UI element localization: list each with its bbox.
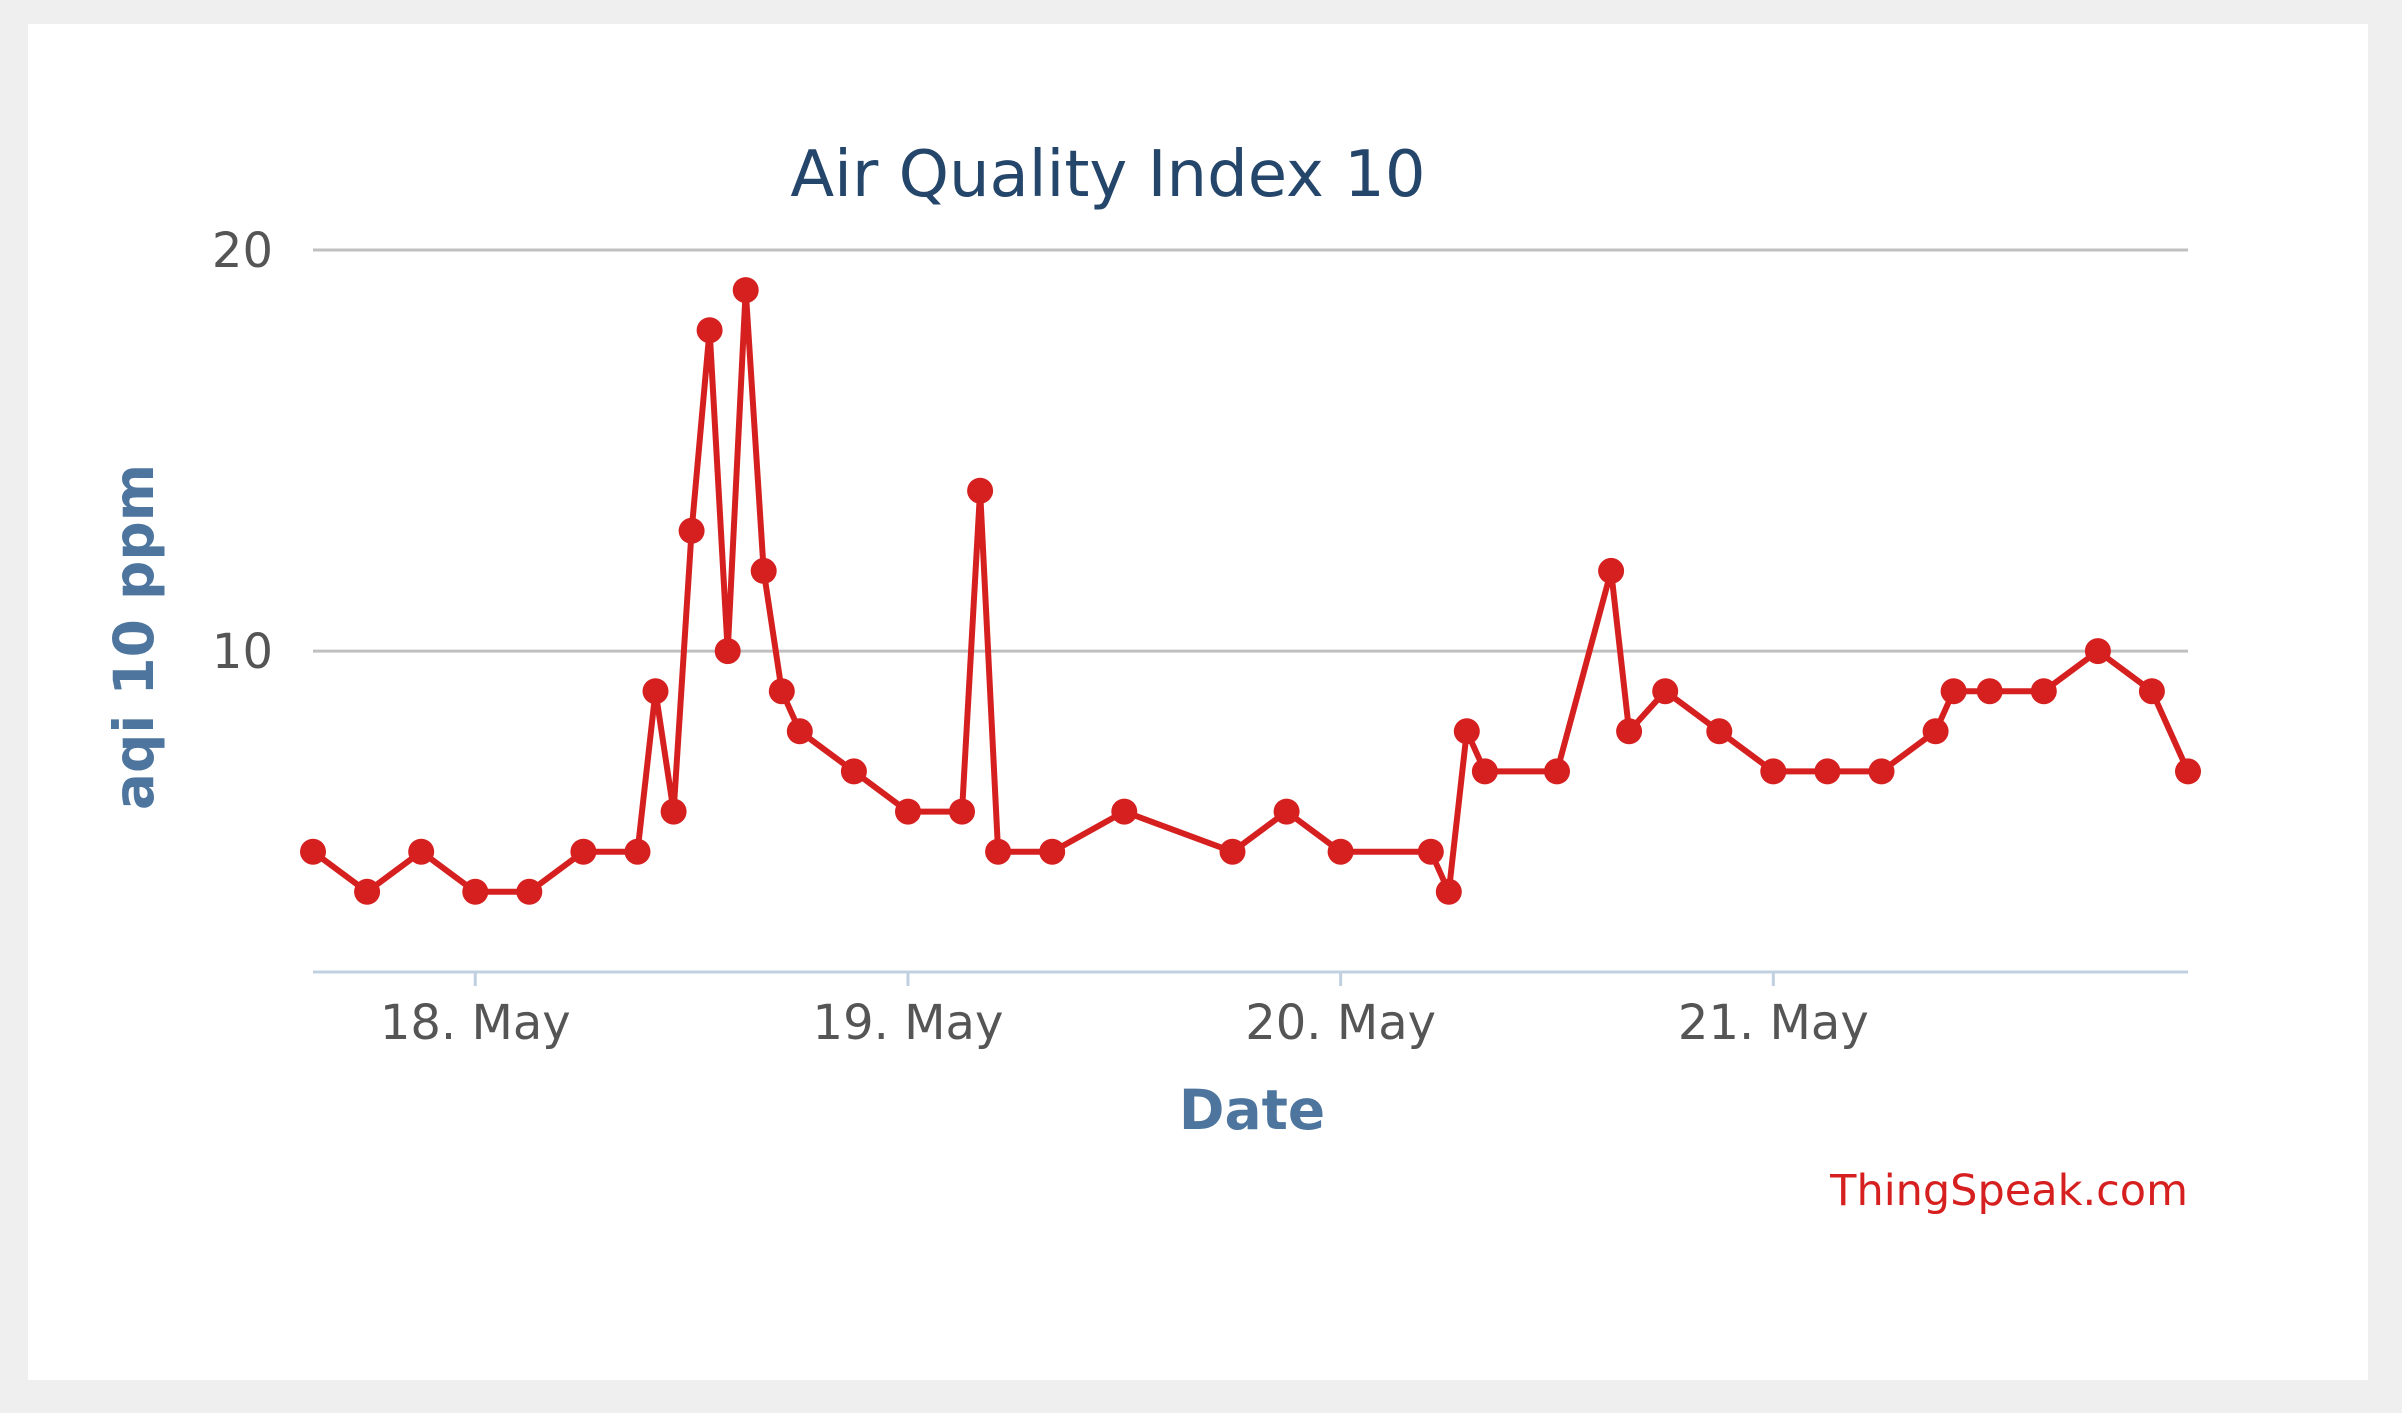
data-point[interactable] — [732, 277, 759, 304]
data-point[interactable] — [2084, 638, 2111, 665]
data-point[interactable] — [1544, 758, 1570, 785]
data-point[interactable] — [1616, 718, 1643, 745]
x-tick-label-2: 20. May — [1245, 995, 1436, 1051]
data-point[interactable] — [1922, 718, 1949, 745]
data-point[interactable] — [985, 838, 1012, 865]
y-tick-label-10: 10 — [212, 624, 273, 680]
data-point[interactable] — [2030, 678, 2057, 705]
thingspeak-credit[interactable]: ThingSpeak.com — [1829, 1166, 2188, 1216]
data-point[interactable] — [1976, 678, 2003, 705]
data-point[interactable] — [624, 838, 651, 865]
data-point[interactable] — [750, 557, 777, 584]
data-point[interactable] — [1219, 838, 1246, 865]
data-point[interactable] — [1760, 758, 1787, 785]
data-point[interactable] — [1417, 838, 1444, 865]
data-point[interactable] — [714, 638, 741, 665]
data-point[interactable] — [967, 477, 994, 504]
data-point[interactable] — [1039, 838, 1066, 865]
chart-card: Air Quality Index 10 10 20 18. May 19. May… — [28, 24, 2368, 1380]
data-point[interactable] — [678, 517, 705, 544]
data-point[interactable] — [516, 878, 543, 905]
data-point[interactable] — [1327, 838, 1354, 865]
data-point[interactable] — [642, 678, 669, 705]
data-point[interactable] — [2138, 678, 2165, 705]
data-point[interactable] — [408, 838, 435, 865]
chart: Air Quality Index 10 10 20 18. May 19. May… — [102, 138, 2201, 1216]
data-point[interactable] — [354, 878, 381, 905]
data-point[interactable] — [1471, 758, 1498, 785]
data-point[interactable] — [1598, 557, 1625, 584]
data-point[interactable] — [696, 317, 723, 344]
data-point[interactable] — [1868, 758, 1895, 785]
data-point[interactable] — [570, 838, 597, 865]
data-point[interactable] — [1453, 718, 1480, 745]
data-point[interactable] — [1111, 798, 1138, 825]
data-point[interactable] — [660, 798, 687, 825]
series-line — [311, 287, 2191, 895]
data-point[interactable] — [300, 838, 326, 865]
x-tick-label-0: 18. May — [380, 995, 571, 1051]
data-point[interactable] — [462, 878, 489, 905]
data-point[interactable] — [1940, 678, 1967, 705]
grid — [313, 248, 2188, 653]
data-point[interactable] — [895, 798, 921, 825]
x-tick-label-3: 21. May — [1678, 995, 1869, 1051]
chart-title: Air Quality Index 10 — [790, 138, 1425, 212]
y-tick-label-20: 20 — [212, 223, 273, 279]
x-tick-label-1: 19. May — [813, 995, 1004, 1051]
data-point[interactable] — [1435, 878, 1462, 905]
x-axis: 18. May 19. May 20. May 21. May — [313, 970, 2188, 1051]
data-point[interactable] — [949, 798, 975, 825]
data-point[interactable] — [786, 718, 813, 745]
series-aqi10[interactable] — [300, 277, 2201, 905]
data-point[interactable] — [840, 758, 867, 785]
data-point[interactable] — [1273, 798, 1300, 825]
data-point[interactable] — [2175, 758, 2201, 785]
y-axis-title: aqi 10 ppm — [102, 464, 166, 810]
data-point[interactable] — [1652, 678, 1679, 705]
data-point[interactable] — [1706, 718, 1733, 745]
y-axis-ticks: 10 20 — [212, 223, 273, 680]
data-point[interactable] — [768, 678, 795, 705]
data-point[interactable] — [1814, 758, 1841, 785]
x-axis-title: Date — [1179, 1078, 1325, 1142]
